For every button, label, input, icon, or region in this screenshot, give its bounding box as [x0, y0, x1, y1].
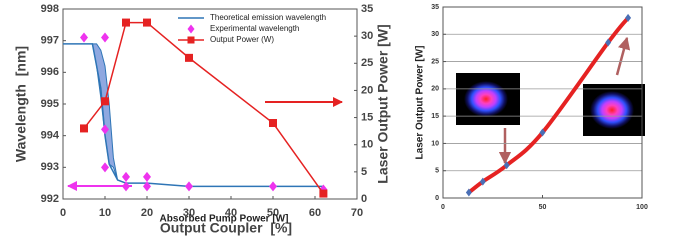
y2-tick-label: 0 [361, 193, 367, 205]
point [80, 33, 88, 43]
point [80, 124, 88, 132]
y2-tick-label: 30 [361, 30, 373, 42]
x-tick-label: 100 [636, 204, 648, 211]
y2-tick-label: 15 [361, 111, 373, 123]
x-axis-title: Absorbed Pump Power [W] [160, 214, 289, 225]
y-axis-title: Laser Output Power [W] [415, 46, 426, 160]
x-tick-label: 0 [441, 204, 445, 211]
y-tick-label: 993 [41, 161, 59, 173]
point [319, 190, 327, 198]
x-tick-label: 0 [60, 207, 66, 219]
y2-tick-label: 25 [361, 57, 373, 69]
y2-tick-label: 20 [361, 84, 373, 96]
legend-label: Theoretical emission wavelength [210, 13, 326, 22]
beam-image [456, 73, 520, 125]
y-tick-label: 996 [41, 66, 59, 78]
legend-label: Experimental wavelength [210, 24, 299, 33]
beam-image [583, 84, 645, 136]
y2-tick-label: 35 [361, 3, 373, 15]
y2-tick-label: 5 [361, 166, 367, 178]
y2-axis-title: Laser Output Power [W] [375, 24, 391, 183]
x-tick-label: 10 [99, 207, 111, 219]
y-tick-label: 995 [41, 98, 59, 110]
y-tick-label: 10 [431, 140, 439, 147]
legend-marker [188, 25, 195, 34]
y-tick-label: 992 [41, 193, 59, 205]
point [122, 172, 130, 182]
point [122, 19, 130, 27]
point [185, 181, 193, 191]
y-tick-label: 20 [431, 86, 439, 93]
y-tick-label: 5 [435, 168, 439, 175]
y-tick-label: 30 [431, 31, 439, 38]
point [101, 33, 109, 43]
point [101, 162, 109, 172]
y-tick-label: 0 [435, 195, 439, 202]
y-tick-label: 35 [431, 4, 439, 11]
x-tick-label: 20 [141, 207, 153, 219]
point [269, 119, 277, 127]
point [269, 181, 277, 191]
x-tick-label: 70 [351, 207, 363, 219]
y-tick-label: 994 [41, 130, 60, 142]
y-tick-label: 15 [431, 113, 439, 120]
x-tick-label: 60 [309, 207, 321, 219]
y2-tick-label: 10 [361, 139, 373, 151]
y-tick-label: 998 [41, 3, 59, 15]
y-tick-label: 997 [41, 35, 59, 47]
legend-label: Output Power (W) [210, 35, 274, 44]
arrow [617, 38, 627, 75]
point [143, 172, 151, 182]
point [101, 97, 109, 105]
y-tick-label: 25 [431, 58, 439, 65]
figure: 9929939949959969979980102030405060700510… [0, 0, 674, 241]
legend-marker [188, 37, 195, 44]
x-tick-label: 50 [539, 204, 547, 211]
y-axis-title: Wavelength [nm] [13, 46, 29, 162]
series-line [84, 23, 323, 194]
point [185, 54, 193, 62]
point [143, 19, 151, 27]
